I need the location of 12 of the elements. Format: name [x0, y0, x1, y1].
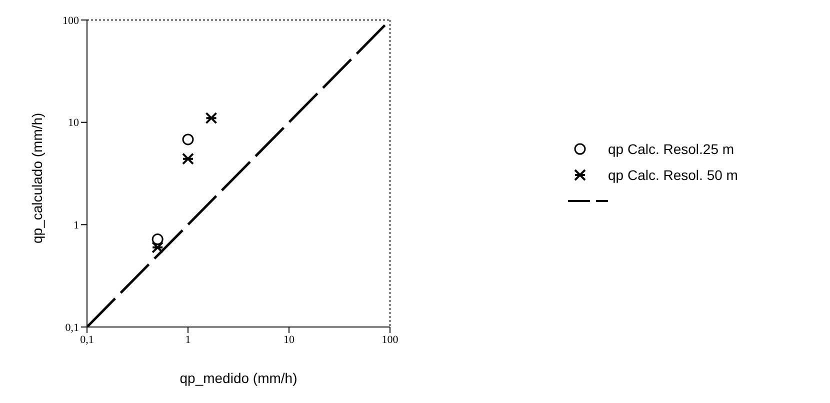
- y-tick-label: 100: [62, 14, 80, 27]
- y-tick-label: 0,1: [65, 322, 79, 334]
- legend-label: qp Calc. Resol.25 m: [608, 141, 734, 157]
- x-tick-label: 1: [185, 334, 191, 346]
- y-axis-title: qp_calculado (mm/h): [28, 112, 45, 244]
- y-tick-label: 10: [68, 117, 80, 130]
- x-tick-label: 10: [284, 334, 295, 346]
- legend-label: qp Calc. Resol. 50 m: [608, 167, 738, 183]
- x-axis-title: qp_medido (mm/h): [180, 370, 298, 386]
- y-tick-label: 1: [74, 220, 79, 232]
- x-tick-label: 100: [382, 334, 399, 346]
- x-tick-label: 0,1: [80, 334, 94, 346]
